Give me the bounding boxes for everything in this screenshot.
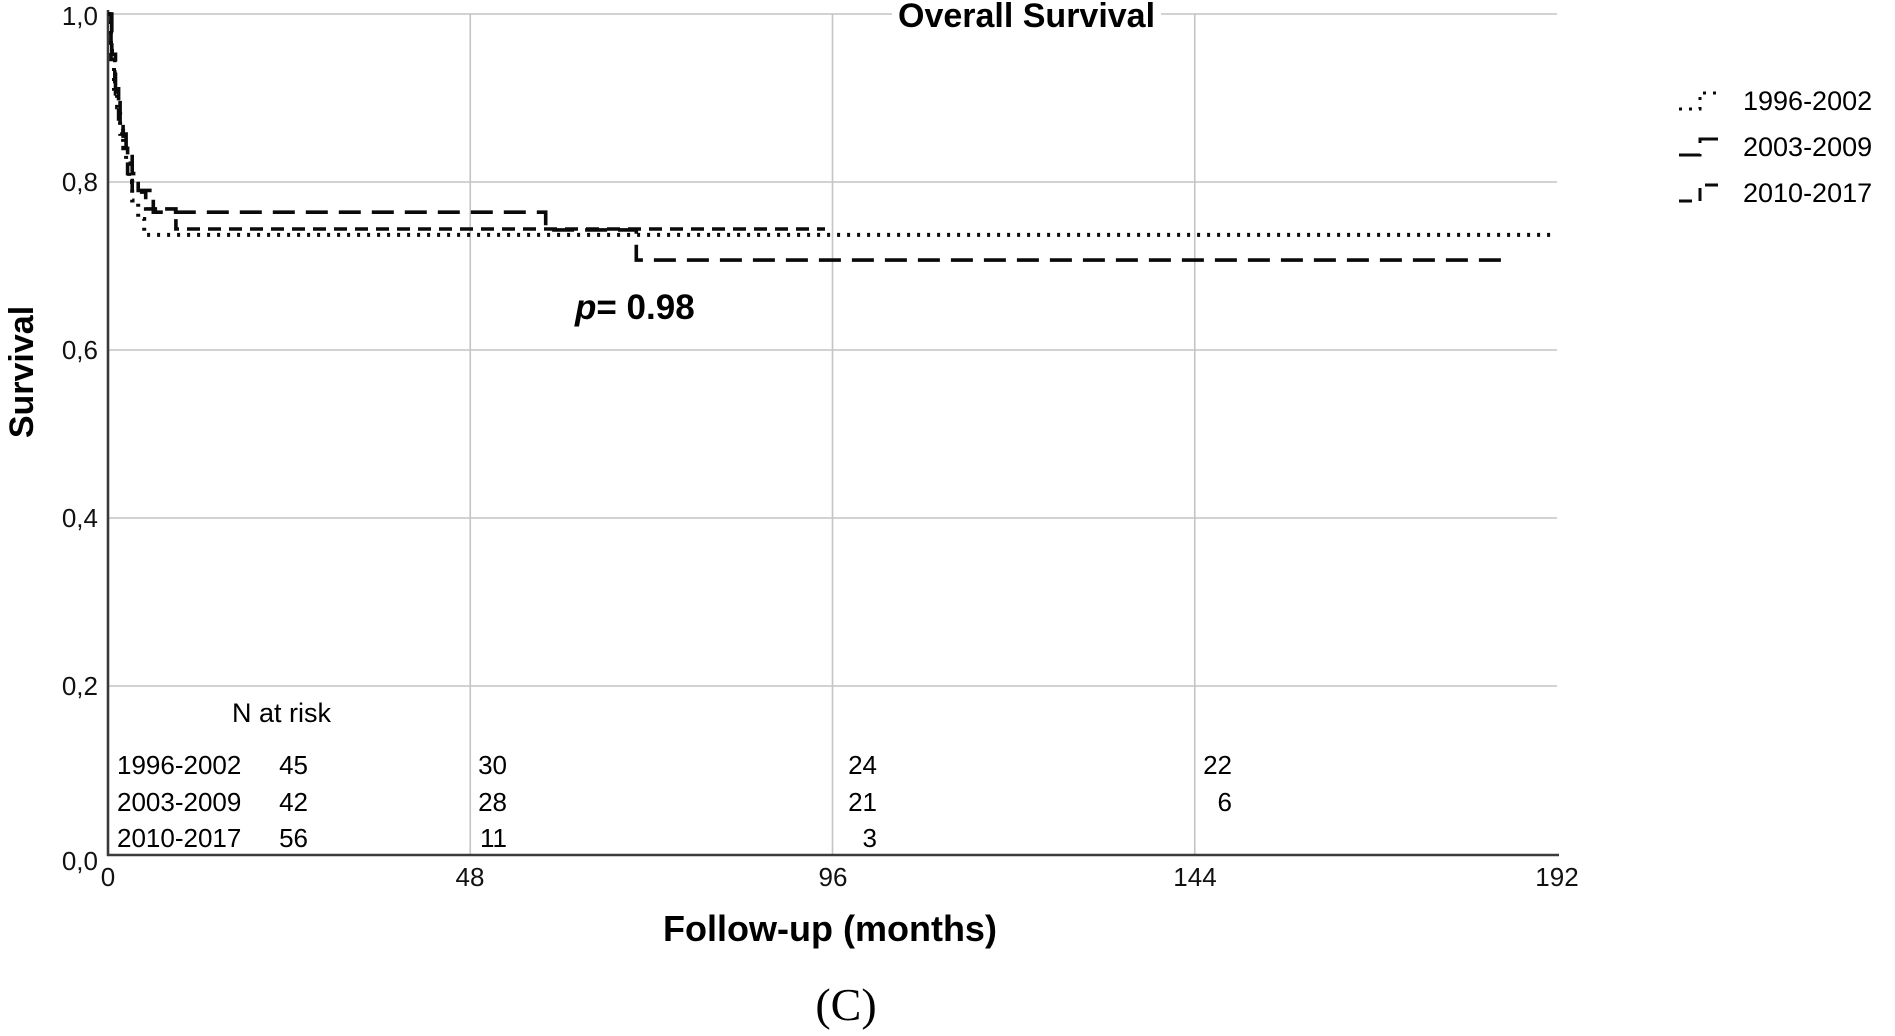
legend-item: 2003-2009 — [1676, 130, 1872, 164]
p-value-annotation: p= 0.98 — [575, 288, 695, 328]
line-style-long-dash-icon — [1679, 137, 1722, 157]
legend-label: 2010-2017 — [1743, 177, 1873, 208]
x-tick-label: 0 — [100, 862, 116, 892]
line-style-dotted-icon — [1679, 91, 1722, 111]
x-tick-label: 192 — [1535, 862, 1579, 892]
risk-value: 3 — [862, 823, 877, 853]
risk-value: 28 — [478, 787, 507, 817]
risk-value: 6 — [1217, 787, 1232, 817]
risk-row-label: 2003-2009 — [117, 787, 242, 817]
risk-value: 56 — [279, 823, 308, 853]
risk-value: 24 — [848, 750, 877, 780]
y-tick-label: 0,2 — [61, 671, 98, 701]
legend: 1996-2002 2003-2009 2010-2017 — [1676, 84, 1872, 210]
chart-title: Overall Survival — [892, 0, 1162, 34]
n-at-risk-header: N at risk — [232, 698, 332, 728]
y-tick-label: 0,0 — [61, 846, 98, 876]
risk-row-label: 2010-2017 — [117, 823, 242, 853]
risk-value: 30 — [478, 750, 507, 780]
legend-label: 1996-2002 — [1743, 85, 1873, 116]
x-tick-label: 144 — [1173, 862, 1217, 892]
risk-row-label: 1996-2002 — [117, 750, 242, 780]
legend-item: 1996-2002 — [1676, 84, 1872, 118]
y-axis-title: Survival — [3, 305, 41, 439]
y-tick-label: 0,4 — [61, 503, 98, 533]
risk-value: 22 — [1203, 750, 1232, 780]
x-axis-title: Follow-up (months) — [663, 908, 997, 949]
p-value-text: = 0.98 — [596, 288, 695, 327]
legend-label: 2003-2009 — [1743, 131, 1873, 162]
p-symbol: p — [575, 288, 597, 327]
y-tick-label: 1,0 — [61, 1, 98, 31]
line-style-dash-icon — [1679, 183, 1722, 203]
risk-value: 42 — [279, 787, 308, 817]
panel-caption: (C) — [815, 979, 877, 1030]
x-tick-label: 48 — [455, 862, 485, 892]
y-tick-label: 0,6 — [61, 335, 98, 365]
risk-value: 45 — [279, 750, 308, 780]
risk-value: 11 — [480, 823, 507, 853]
risk-value: 21 — [848, 787, 877, 817]
x-tick-label: 96 — [818, 862, 848, 892]
legend-item: 2010-2017 — [1676, 176, 1872, 210]
y-tick-label: 0,8 — [61, 167, 98, 197]
